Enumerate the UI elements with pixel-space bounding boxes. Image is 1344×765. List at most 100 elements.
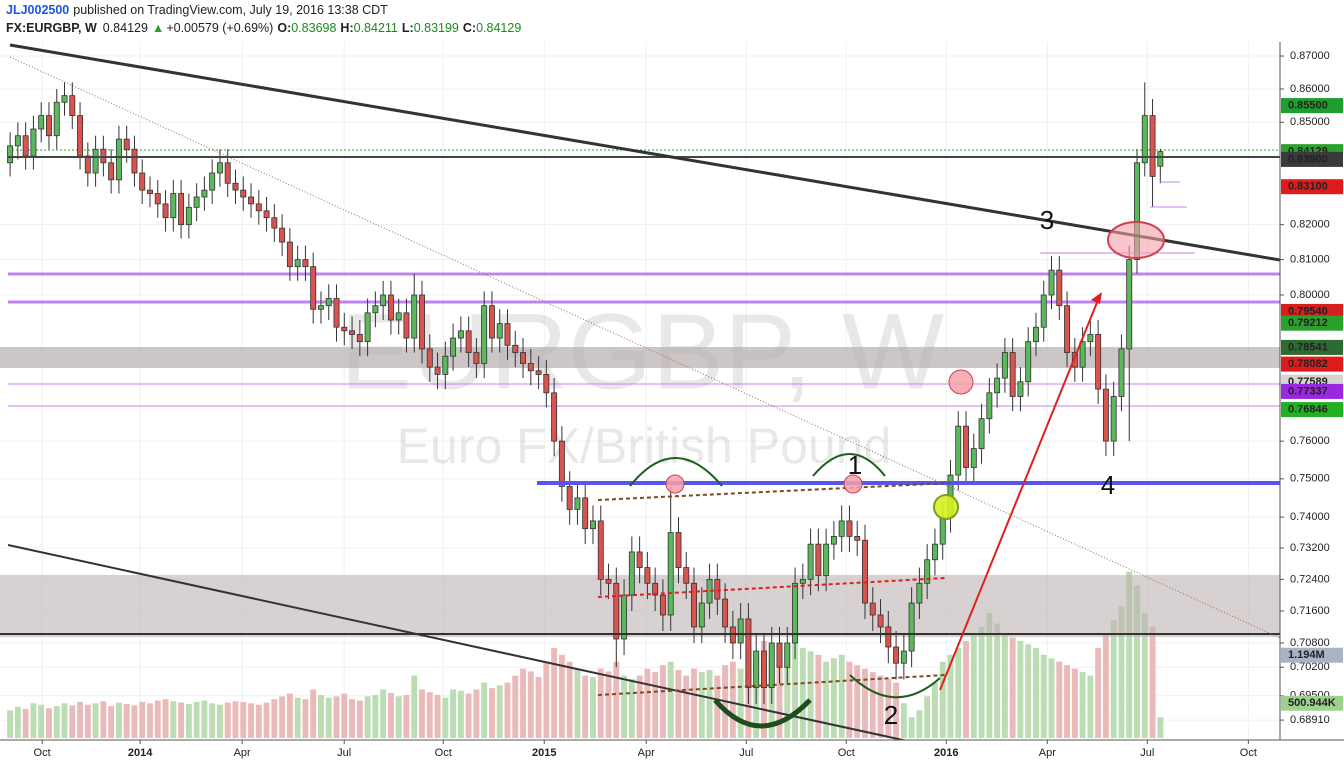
volume-bar — [46, 708, 52, 738]
volume-bar — [931, 682, 938, 738]
volume-bar — [947, 654, 954, 738]
candle-body — [341, 326, 348, 332]
candle-body — [271, 217, 278, 229]
candle-body — [924, 559, 931, 584]
arrow — [939, 299, 1099, 691]
neckline — [597, 577, 946, 598]
volume-bar — [636, 675, 643, 738]
marker-ellipse — [1107, 221, 1165, 259]
volume-bar — [698, 672, 705, 738]
volume-bar — [255, 704, 262, 738]
volume-bar — [232, 701, 239, 738]
candle-body — [869, 602, 876, 616]
candle-body — [916, 582, 923, 604]
candle-body — [1118, 348, 1125, 397]
candle-body — [457, 330, 464, 339]
candle-body — [1110, 396, 1117, 442]
candle-body — [1134, 162, 1140, 261]
candle-body — [123, 138, 130, 150]
candle-body — [1040, 294, 1047, 328]
volume-bar — [504, 682, 511, 738]
price-label: 0.85500 — [1288, 99, 1328, 111]
volume-bar — [597, 668, 604, 738]
volume-bar — [512, 675, 519, 738]
candle-body — [279, 227, 286, 243]
volume-bar — [53, 706, 60, 738]
annotation: 2 — [884, 700, 898, 730]
volume-bar — [403, 695, 410, 738]
candle-body — [558, 440, 565, 487]
volume-bar — [986, 613, 993, 738]
y-tick-label: 0.70200 — [1290, 661, 1330, 673]
volume-bar — [84, 704, 91, 738]
volume-bar — [201, 700, 208, 738]
volume-bar — [830, 658, 837, 738]
candle-body — [263, 210, 270, 219]
arrow-head — [1091, 292, 1102, 304]
candle-body — [667, 532, 674, 616]
candle-body — [675, 532, 682, 568]
candle-body — [1033, 326, 1039, 343]
volume-bar — [714, 675, 721, 738]
volume-bar — [154, 700, 161, 738]
candle-body — [628, 551, 635, 596]
candle-body — [1126, 259, 1133, 350]
candle-body — [442, 355, 449, 375]
volume-bar — [496, 685, 503, 738]
candle-body — [691, 582, 697, 628]
candle-body — [77, 115, 84, 157]
volume-bar — [893, 682, 900, 738]
candle-body — [745, 618, 752, 689]
volume-bar — [380, 689, 387, 738]
volume-bar — [240, 701, 247, 738]
volume-bar — [1126, 571, 1133, 738]
candle-body — [760, 650, 767, 689]
price-label-box — [1281, 179, 1343, 195]
volume-bar — [38, 704, 45, 738]
candle-body — [310, 266, 317, 310]
candle-body — [807, 543, 814, 580]
price-label-box — [1281, 151, 1343, 167]
volume-bar — [1087, 675, 1094, 738]
candle-body — [621, 594, 628, 640]
marker-circle — [948, 369, 974, 395]
x-tick-label: Oct — [435, 747, 452, 759]
candle-body — [333, 298, 340, 328]
candle-body — [224, 162, 231, 184]
volume-bar — [963, 640, 969, 738]
candle-body — [403, 312, 410, 339]
price-label-box — [1281, 98, 1343, 114]
candle-body — [139, 172, 146, 191]
volume-bar — [994, 623, 1001, 738]
candle-body — [590, 520, 596, 530]
candle-body — [154, 193, 161, 205]
volume-bar — [792, 634, 798, 738]
candle-body — [994, 377, 1001, 394]
candle-body — [84, 155, 91, 174]
published: published on TradingView.com, July 19, 2… — [73, 3, 388, 17]
x-tick-label: Jul — [337, 747, 351, 759]
volume-bar — [349, 699, 356, 738]
volume-bar — [162, 699, 169, 738]
candle-body — [318, 305, 324, 310]
ohlc-label: C: — [463, 21, 476, 35]
candle-body — [419, 294, 425, 350]
candle-body — [527, 363, 534, 372]
volume-bar — [543, 661, 550, 738]
candle-body — [349, 330, 356, 335]
volume-bar — [776, 647, 783, 738]
candle-body — [38, 115, 45, 130]
volume-bar — [248, 703, 254, 738]
zone-band — [0, 347, 1280, 368]
volume-label: 1.194M — [1288, 649, 1325, 661]
volume-bar — [1110, 620, 1117, 738]
volume-bar — [30, 703, 37, 738]
arc — [629, 457, 723, 487]
candle-body — [1095, 334, 1102, 390]
candle-body — [170, 193, 177, 219]
candle-body — [885, 626, 892, 648]
candle-body — [512, 344, 519, 353]
volume-bar — [372, 695, 379, 738]
annotation: 4 — [1101, 470, 1115, 500]
